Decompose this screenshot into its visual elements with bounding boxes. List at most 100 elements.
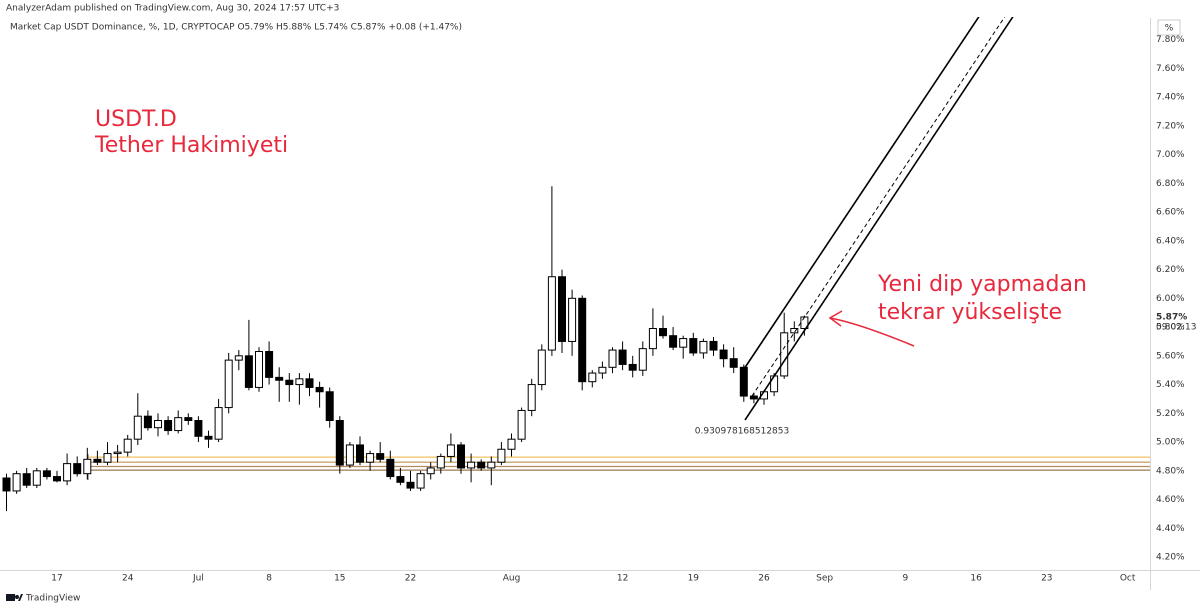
y-tick-label: 4.80% bbox=[1156, 466, 1185, 476]
candle-body bbox=[537, 349, 546, 386]
candle-body bbox=[517, 409, 526, 440]
candle-body bbox=[396, 476, 405, 483]
candle-body bbox=[174, 417, 183, 432]
x-tick-label: 12 bbox=[617, 574, 628, 584]
y-tick-label: 4.20% bbox=[1156, 553, 1185, 563]
annotation: tekrar yükselişte bbox=[878, 300, 1062, 325]
annotation: Tether Hakimiyeti bbox=[94, 133, 288, 158]
candle-body bbox=[255, 351, 263, 388]
candle-body bbox=[53, 476, 61, 482]
candle-body bbox=[133, 415, 142, 440]
y-tick-label: 6.00% bbox=[1156, 294, 1185, 304]
candle-body bbox=[315, 386, 324, 393]
candle-body bbox=[446, 444, 455, 457]
arrow bbox=[829, 317, 915, 347]
candle-body bbox=[648, 328, 657, 350]
candle-body bbox=[113, 451, 122, 455]
candle-body bbox=[143, 415, 152, 429]
y-tick-label: 7.40% bbox=[1156, 93, 1185, 103]
candle-body bbox=[709, 340, 718, 351]
channel-middle bbox=[751, 0, 1017, 397]
y-tick-label: 6.80% bbox=[1156, 179, 1185, 189]
candle-body bbox=[790, 328, 799, 334]
x-tick-label: Sep bbox=[816, 574, 833, 584]
candle-body bbox=[265, 351, 274, 378]
header-bg bbox=[0, 0, 1200, 17]
candle-body bbox=[507, 438, 516, 450]
candle-body bbox=[547, 276, 556, 351]
x-tick-label: 8 bbox=[266, 574, 272, 584]
arrow-head bbox=[828, 310, 843, 327]
candle-body bbox=[345, 444, 354, 466]
candle-body bbox=[73, 463, 82, 475]
candle-body bbox=[154, 420, 162, 429]
candle-body bbox=[184, 417, 193, 421]
candle-body bbox=[275, 376, 284, 381]
candle-body bbox=[123, 438, 132, 453]
candle-body bbox=[669, 335, 678, 348]
time-axis-bg bbox=[0, 571, 1200, 591]
candle-body bbox=[2, 477, 11, 492]
candle-body bbox=[356, 444, 364, 463]
candle-body bbox=[487, 461, 496, 469]
published: AnalyzerAdam published on TradingView.co… bbox=[6, 4, 339, 14]
x-tick-label: 19 bbox=[688, 574, 700, 584]
candle-body bbox=[366, 453, 375, 463]
candle-body bbox=[406, 481, 415, 489]
candle-body bbox=[628, 363, 637, 371]
candle-body bbox=[770, 375, 779, 393]
candle-body bbox=[234, 355, 243, 361]
x-tick-label: 23 bbox=[1041, 574, 1052, 584]
y-tick-label: 7.00% bbox=[1156, 150, 1185, 160]
y-tick-label: 5.20% bbox=[1156, 409, 1185, 419]
y-tick-label: 7.60% bbox=[1156, 64, 1185, 74]
last-price: 5.87% bbox=[1156, 313, 1187, 323]
candle-body bbox=[204, 435, 213, 440]
y-tick-label: 5.60% bbox=[1156, 351, 1185, 361]
candle-body bbox=[224, 359, 233, 409]
candle-body bbox=[699, 340, 708, 354]
candle-body bbox=[679, 338, 688, 348]
candle-body bbox=[457, 444, 465, 469]
annotation: USDT.D bbox=[95, 107, 177, 132]
x-tick-label: Oct bbox=[1120, 574, 1136, 584]
candle-body bbox=[477, 461, 486, 469]
candle-body bbox=[527, 384, 536, 411]
x-tick-label: 15 bbox=[334, 574, 345, 584]
candle-body bbox=[335, 420, 344, 466]
candle-body bbox=[588, 372, 597, 383]
candle-body bbox=[325, 391, 334, 421]
x-tick-label: 17 bbox=[51, 574, 62, 584]
candle-body bbox=[42, 470, 51, 478]
annotation: Yeni dip yapmadan bbox=[877, 272, 1087, 297]
candle-body bbox=[780, 332, 789, 377]
y-tick-label: 4.40% bbox=[1156, 524, 1185, 534]
candle-body bbox=[22, 473, 31, 486]
y-tick-label: 7.20% bbox=[1156, 121, 1185, 131]
candle-body bbox=[568, 297, 577, 342]
y-tick-label: 5.40% bbox=[1156, 380, 1185, 390]
candle-body bbox=[638, 348, 647, 371]
candle-body bbox=[598, 366, 607, 374]
candle-body bbox=[376, 453, 385, 460]
y-tick-label: 6.60% bbox=[1156, 208, 1185, 218]
y-tick-label: 4.60% bbox=[1156, 495, 1185, 505]
channel-upper bbox=[741, 0, 991, 373]
candle-body bbox=[426, 467, 435, 475]
candle-body bbox=[103, 453, 112, 463]
countdown: 09:02:13 bbox=[1156, 323, 1196, 333]
candle-body bbox=[467, 461, 476, 469]
unit-box[interactable] bbox=[1157, 19, 1181, 36]
plot-area bbox=[2, 186, 1150, 512]
x-tick-label: Aug bbox=[503, 574, 521, 584]
candle-body bbox=[659, 328, 667, 337]
candle-body bbox=[83, 458, 92, 475]
candle-body bbox=[386, 458, 395, 478]
candle-body bbox=[214, 407, 223, 440]
footer-logo bbox=[6, 594, 23, 601]
x-tick-label: Jul bbox=[192, 574, 204, 584]
candle-body bbox=[689, 338, 698, 354]
footer: TradingView bbox=[25, 594, 80, 604]
candle-body bbox=[244, 355, 253, 388]
